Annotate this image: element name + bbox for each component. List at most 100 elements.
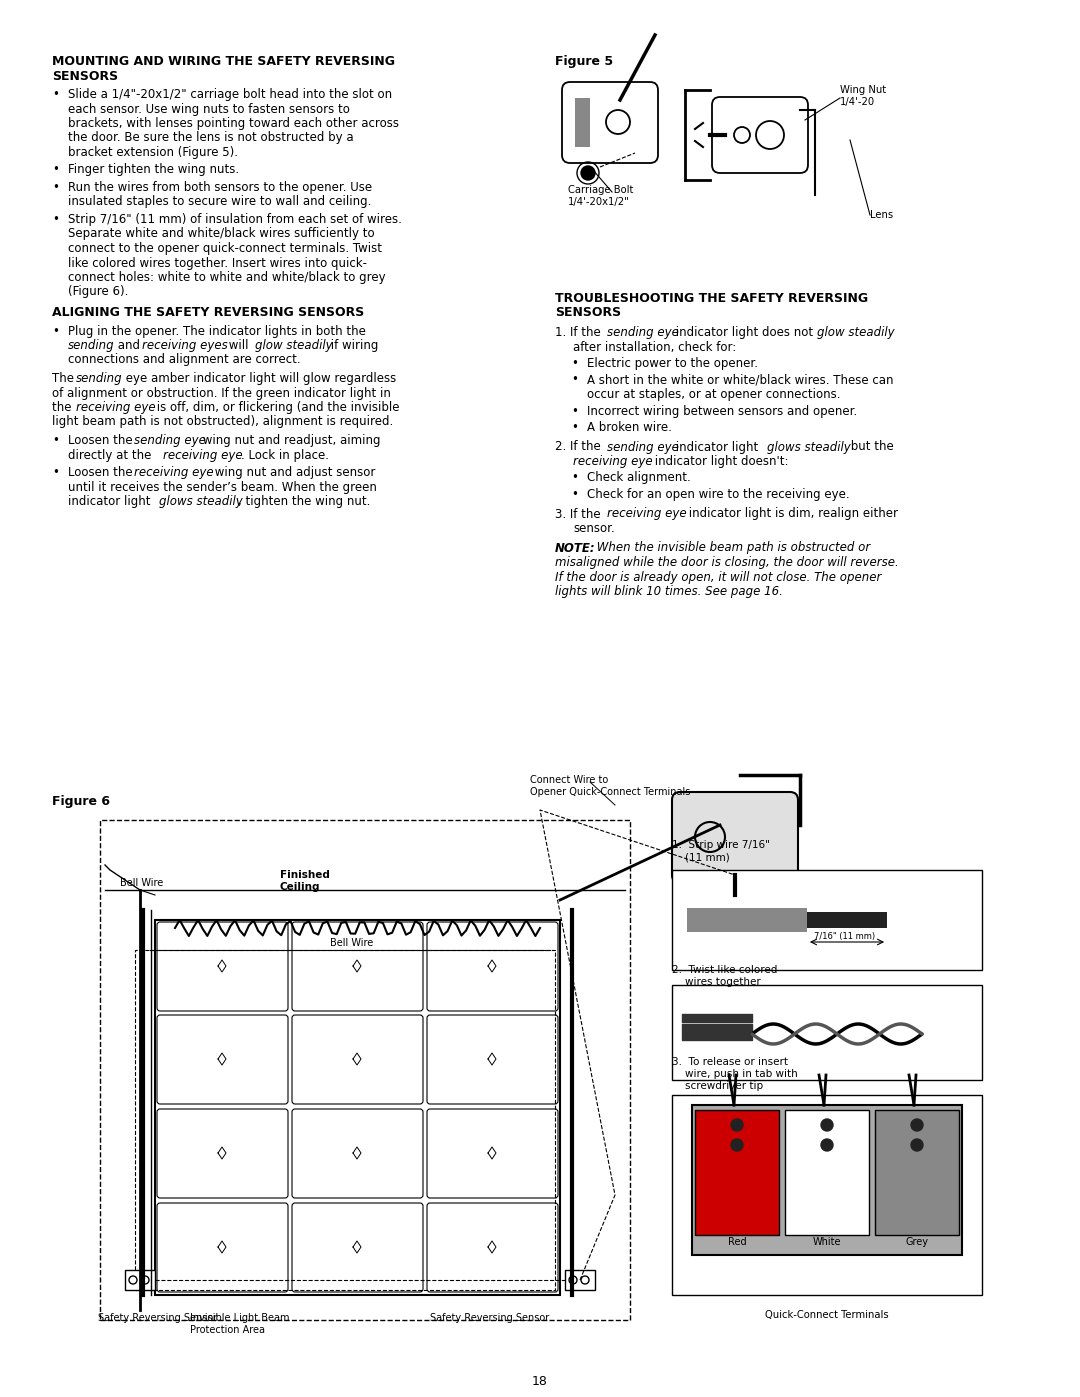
Text: Loosen the: Loosen the — [68, 467, 136, 479]
Text: 3. If the: 3. If the — [555, 507, 605, 521]
Text: indicator light: indicator light — [68, 495, 154, 509]
FancyBboxPatch shape — [562, 82, 658, 163]
FancyBboxPatch shape — [157, 1109, 288, 1199]
Text: Bell Wire: Bell Wire — [330, 937, 374, 949]
Bar — [696, 1111, 779, 1235]
Text: and: and — [114, 339, 144, 352]
Text: lights will blink 10 times. See page 16.: lights will blink 10 times. See page 16. — [555, 585, 783, 598]
Text: . Lock in place.: . Lock in place. — [241, 448, 329, 461]
Text: •: • — [52, 182, 59, 194]
Circle shape — [731, 1119, 743, 1132]
Text: •: • — [52, 88, 59, 101]
Bar — [135, 950, 555, 1289]
Text: Quick-Connect Terminals: Quick-Connect Terminals — [766, 1310, 889, 1320]
Text: 1/4'-20x1/2": 1/4'-20x1/2" — [568, 197, 630, 207]
FancyBboxPatch shape — [672, 792, 798, 883]
Bar — [672, 870, 982, 970]
Text: Incorrect wiring between sensors and opener.: Incorrect wiring between sensors and ope… — [588, 405, 858, 418]
Text: Connect Wire to: Connect Wire to — [530, 775, 608, 785]
FancyBboxPatch shape — [157, 1203, 288, 1292]
FancyBboxPatch shape — [292, 1109, 423, 1199]
Text: screwdriver tip: screwdriver tip — [672, 1081, 764, 1091]
Text: Bell Wire: Bell Wire — [120, 877, 163, 888]
Text: sending eye: sending eye — [607, 440, 679, 454]
Text: directly at the: directly at the — [68, 448, 156, 461]
Text: •: • — [52, 324, 59, 338]
Text: (11 mm): (11 mm) — [672, 852, 730, 862]
Bar — [575, 98, 590, 147]
Text: , tighten the wing nut.: , tighten the wing nut. — [238, 495, 370, 509]
Circle shape — [912, 1139, 923, 1151]
Text: (Figure 6).: (Figure 6). — [68, 285, 129, 299]
Text: Finger tighten the wing nuts.: Finger tighten the wing nuts. — [68, 163, 239, 176]
FancyBboxPatch shape — [157, 922, 288, 1011]
Text: occur at staples, or at opener connections.: occur at staples, or at opener connectio… — [588, 388, 840, 401]
Text: ALIGNING THE SAFETY REVERSING SENSORS: ALIGNING THE SAFETY REVERSING SENSORS — [52, 306, 364, 319]
Text: •: • — [52, 163, 59, 176]
Text: SENSORS: SENSORS — [555, 306, 621, 320]
Bar — [100, 820, 630, 1320]
Text: light beam path is not obstructed), alignment is required.: light beam path is not obstructed), alig… — [52, 415, 393, 429]
Text: Ceiling: Ceiling — [280, 882, 321, 893]
Text: •: • — [571, 420, 578, 434]
Text: glows steadily: glows steadily — [159, 495, 243, 509]
Text: 2. If the: 2. If the — [555, 440, 605, 454]
Bar — [156, 921, 561, 1295]
Text: If the door is already open, it will not close. The opener: If the door is already open, it will not… — [555, 570, 881, 584]
Text: •: • — [571, 405, 578, 418]
Text: will: will — [225, 339, 253, 352]
FancyBboxPatch shape — [427, 1203, 558, 1292]
Text: connections and alignment are correct.: connections and alignment are correct. — [68, 353, 300, 366]
Text: •: • — [571, 488, 578, 502]
Text: Opener Quick-Connect Terminals: Opener Quick-Connect Terminals — [530, 787, 690, 798]
Text: indicator light doesn't:: indicator light doesn't: — [651, 455, 788, 468]
Bar — [672, 985, 982, 1080]
Text: •: • — [52, 212, 59, 226]
Text: brackets, with lenses pointing toward each other across: brackets, with lenses pointing toward ea… — [68, 117, 399, 130]
FancyBboxPatch shape — [427, 922, 558, 1011]
Text: Check for an open wire to the receiving eye.: Check for an open wire to the receiving … — [588, 488, 850, 502]
Circle shape — [912, 1119, 923, 1132]
Text: Safety Reversing Sensor: Safety Reversing Sensor — [98, 1313, 217, 1323]
Text: 1.  Strip wire 7/16": 1. Strip wire 7/16" — [672, 840, 770, 849]
Circle shape — [581, 166, 595, 180]
Text: A broken wire.: A broken wire. — [588, 420, 672, 434]
Text: Electric power to the opener.: Electric power to the opener. — [588, 358, 758, 370]
Text: When the invisible beam path is obstructed or: When the invisible beam path is obstruct… — [593, 542, 870, 555]
Text: sending: sending — [68, 339, 114, 352]
Bar — [565, 1270, 595, 1289]
Text: receiving eye: receiving eye — [76, 401, 156, 414]
Text: connect holes: white to white and white/black to grey: connect holes: white to white and white/… — [68, 271, 386, 284]
Text: indicator light: indicator light — [672, 440, 762, 454]
FancyBboxPatch shape — [292, 1016, 423, 1104]
Text: The: The — [52, 372, 78, 386]
FancyBboxPatch shape — [292, 1203, 423, 1292]
Text: wing nut and readjust, aiming: wing nut and readjust, aiming — [199, 434, 380, 447]
Circle shape — [821, 1139, 833, 1151]
Text: Protection Area: Protection Area — [190, 1324, 265, 1336]
Text: misaligned while the door is closing, the door will reverse.: misaligned while the door is closing, th… — [555, 556, 899, 569]
Text: Carriage Bolt: Carriage Bolt — [568, 184, 633, 196]
Text: 2.  Twist like colored: 2. Twist like colored — [672, 965, 778, 975]
Text: •: • — [52, 467, 59, 479]
Text: glow steadily: glow steadily — [255, 339, 333, 352]
Text: Finished: Finished — [280, 870, 329, 880]
Text: receiving eyes: receiving eyes — [141, 339, 228, 352]
Text: but the: but the — [847, 440, 894, 454]
Text: like colored wires together. Insert wires into quick-: like colored wires together. Insert wire… — [68, 257, 367, 270]
Text: glows steadily: glows steadily — [767, 440, 851, 454]
Text: until it receives the sender’s beam. When the green: until it receives the sender’s beam. Whe… — [68, 481, 377, 493]
Text: SENSORS: SENSORS — [52, 70, 118, 82]
Bar — [807, 912, 887, 928]
Text: insulated staples to secure wire to wall and ceiling.: insulated staples to secure wire to wall… — [68, 196, 372, 208]
Text: 18: 18 — [532, 1375, 548, 1389]
Bar — [125, 1270, 156, 1289]
Text: sending eye: sending eye — [134, 434, 206, 447]
Text: wires together: wires together — [672, 977, 760, 988]
Text: sensor.: sensor. — [573, 522, 615, 535]
Text: Wing Nut: Wing Nut — [840, 85, 886, 95]
Text: wire, push in tab with: wire, push in tab with — [672, 1069, 798, 1078]
Text: Red: Red — [728, 1236, 746, 1248]
Text: sending eye: sending eye — [607, 326, 679, 339]
Circle shape — [821, 1119, 833, 1132]
